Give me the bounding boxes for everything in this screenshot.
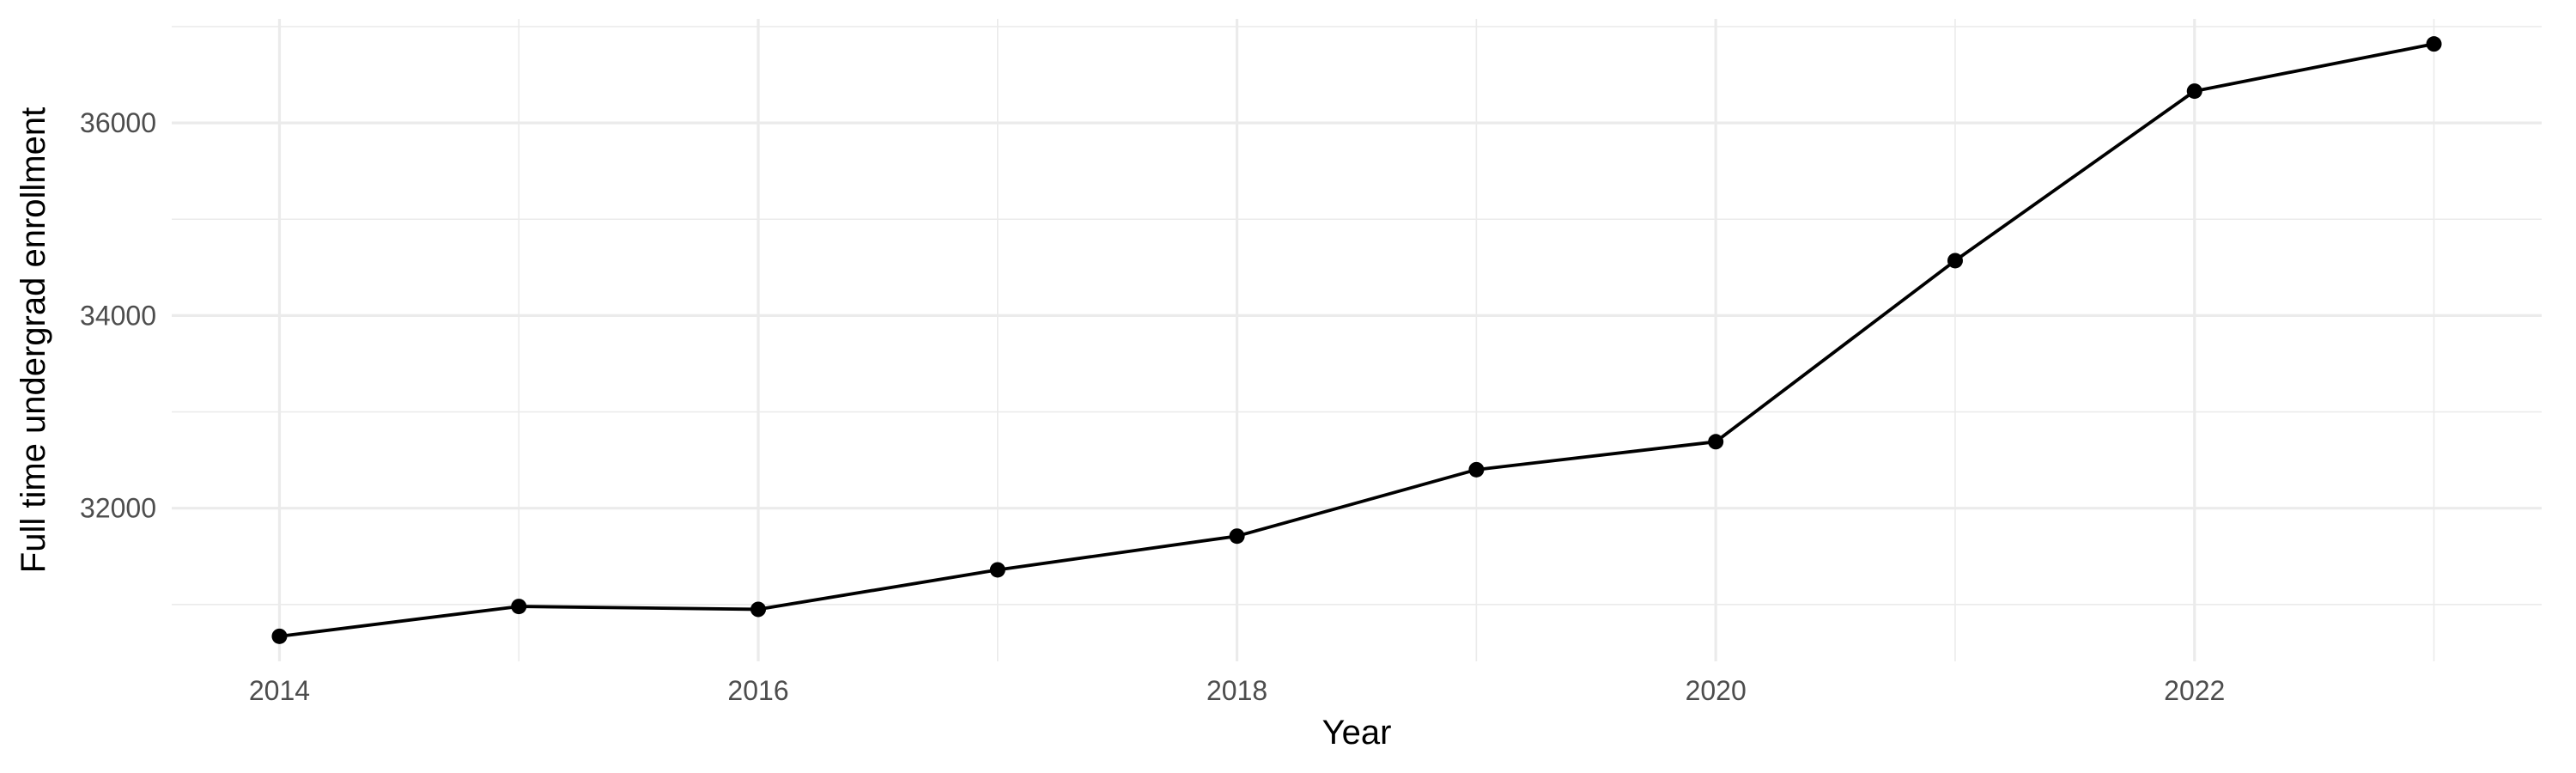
x-tick-label: 2016 (727, 675, 788, 706)
data-point (1468, 461, 1485, 478)
data-point (2426, 36, 2442, 52)
y-axis-tick-labels: 32000 34000 36000 (80, 107, 156, 524)
y-tick-label: 34000 (80, 300, 156, 331)
x-tick-label: 2020 (1686, 675, 1747, 706)
data-point (1229, 528, 1245, 545)
data-point (989, 562, 1005, 578)
y-tick-label: 36000 (80, 107, 156, 138)
data-point (1708, 434, 1724, 450)
data-point (271, 628, 288, 644)
x-tick-label: 2014 (249, 675, 310, 706)
x-tick-label: 2022 (2164, 675, 2225, 706)
x-tick-label: 2018 (1206, 675, 1267, 706)
y-tick-label: 32000 (80, 493, 156, 524)
major-gridlines (172, 19, 2542, 661)
y-axis-title: Full time undergrad enrollment (15, 107, 52, 573)
data-point (2186, 83, 2202, 100)
data-point (1947, 253, 1963, 269)
x-axis-tick-labels: 2014 2016 2018 2020 2022 (249, 675, 2225, 706)
series-group (271, 36, 2442, 644)
minor-gridlines (172, 19, 2542, 661)
data-point (511, 599, 527, 615)
x-axis-title: Year (1322, 714, 1392, 752)
data-point (750, 601, 767, 618)
series-line (279, 42, 2434, 638)
